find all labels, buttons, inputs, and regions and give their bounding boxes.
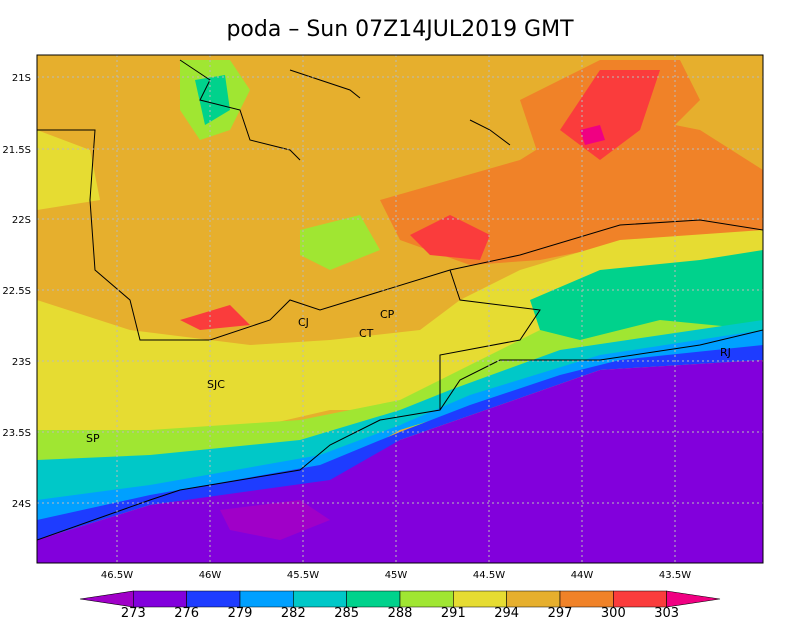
lon-label: 45W	[385, 570, 408, 581]
colorbar-segment	[666, 590, 721, 608]
colorbar-segment	[79, 590, 134, 608]
colorbar-segment	[239, 590, 294, 608]
colorbar-label: 288	[388, 606, 413, 618]
lon-label: 43.5W	[659, 570, 691, 581]
lon-label: 46.5W	[101, 570, 133, 581]
lon-label: 44.5W	[473, 570, 505, 581]
place-label: CT	[359, 327, 374, 340]
colorbar-label: 285	[334, 606, 359, 618]
colorbar-segment	[293, 590, 347, 608]
colorbar-segment	[559, 590, 614, 608]
lon-label: 45.5W	[287, 570, 319, 581]
lat-label: 21.5S	[2, 145, 31, 156]
colorbar-label: 291	[441, 606, 466, 618]
lat-label: 21S	[12, 73, 31, 84]
lon-label: 44W	[571, 570, 594, 581]
colorbar-segment	[133, 590, 187, 608]
place-label: CP	[380, 308, 395, 321]
frame	[36, 54, 764, 564]
place-label: SJC	[207, 378, 225, 391]
colorbar-segment	[346, 590, 401, 608]
colorbar-segment	[399, 590, 454, 608]
colorbar-label: 297	[548, 606, 573, 618]
colorbar-label: 282	[281, 606, 306, 618]
place-label: RJ	[720, 346, 731, 359]
colorbar-label: 276	[174, 606, 199, 618]
title: poda – Sun 07Z14JUL2019 GMT	[226, 17, 574, 42]
lat-label: 22S	[12, 215, 31, 226]
colorbar-segment	[613, 590, 667, 608]
colorbar-segment	[186, 590, 241, 608]
colorbar-segment	[453, 590, 507, 608]
lat-label: 23.5S	[2, 428, 31, 439]
colorbar-label: 294	[494, 606, 519, 618]
colorbar-label: 273	[121, 606, 146, 618]
colorbar-label: 279	[228, 606, 253, 618]
place-label: CJ	[298, 316, 309, 329]
colorbar-label: 300	[601, 606, 626, 618]
colorbar-label: 303	[654, 606, 679, 618]
colorbar-segment	[506, 590, 561, 608]
lon-label: 46W	[199, 570, 222, 581]
lat-label: 24S	[12, 499, 31, 510]
place-label: SP	[86, 432, 100, 445]
lat-label: 23S	[12, 357, 31, 368]
field	[37, 55, 763, 563]
lat-label: 22.5S	[2, 286, 31, 297]
